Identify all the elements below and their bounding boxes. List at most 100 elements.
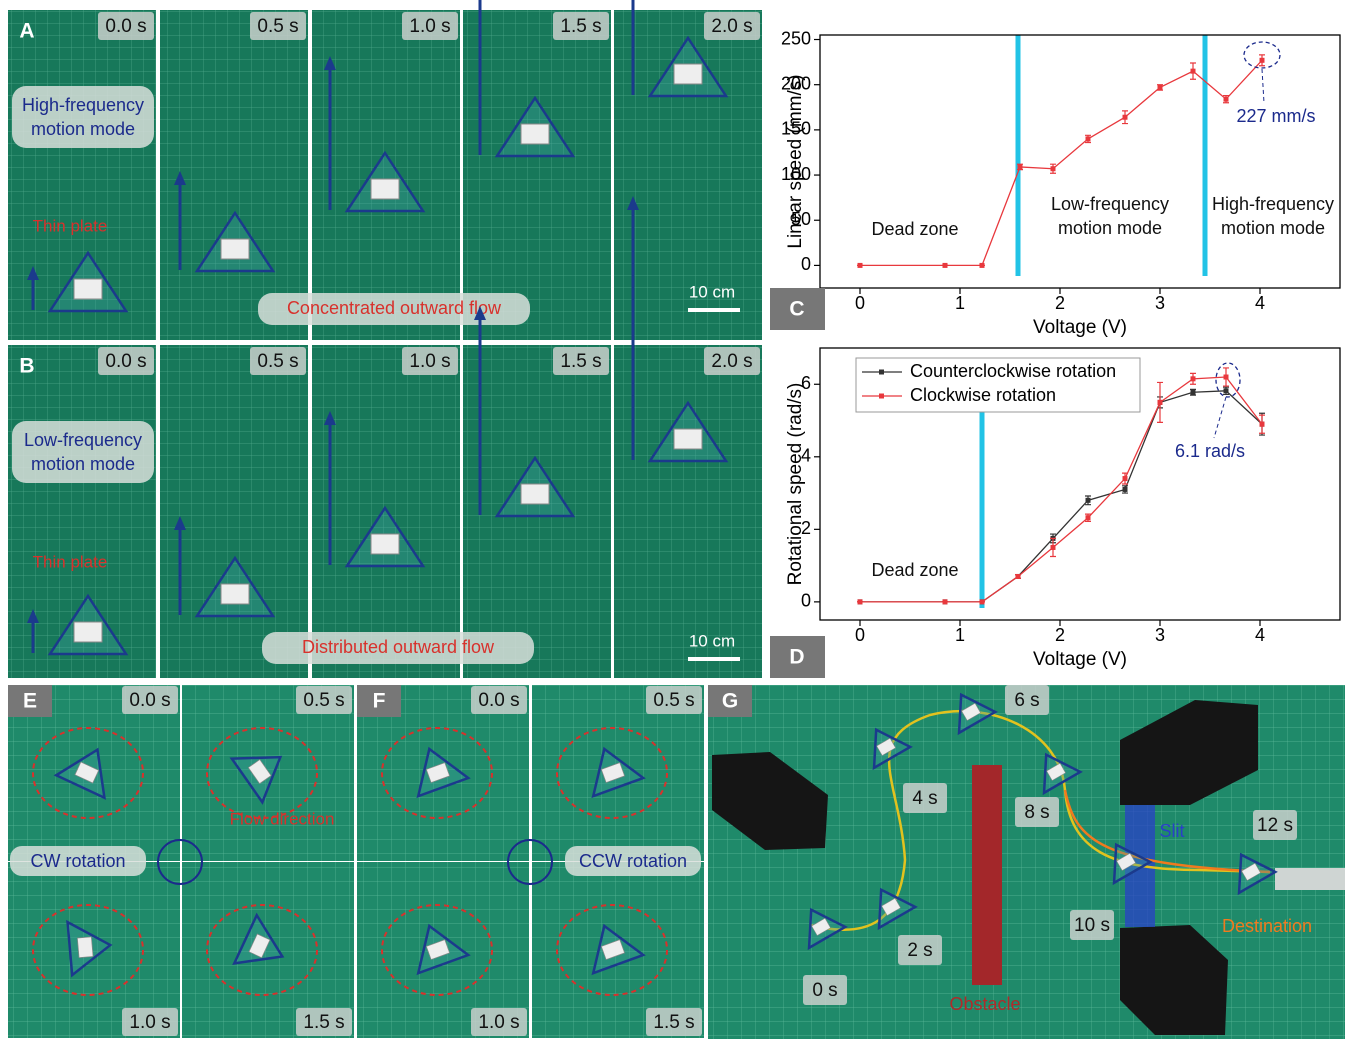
label: 1.0 s xyxy=(409,16,450,37)
x-tick-label: 0 xyxy=(855,293,865,313)
robot-body xyxy=(674,64,702,84)
label: CCW rotation xyxy=(579,851,687,871)
x-tick-label: 3 xyxy=(1155,625,1165,645)
label: 1.0 s xyxy=(409,351,450,372)
label: 10 cm xyxy=(689,282,735,301)
x-tick-label: 3 xyxy=(1155,293,1165,313)
pointer xyxy=(1214,397,1226,438)
point xyxy=(1016,574,1021,579)
x-tick-label: 0 xyxy=(855,625,865,645)
y-tick-label: 0 xyxy=(801,591,811,611)
point xyxy=(1158,400,1163,405)
x-tick-label: 2 xyxy=(1055,625,1065,645)
annotation: motion mode xyxy=(1058,218,1162,238)
label: 0.5 s xyxy=(257,351,298,372)
point xyxy=(1224,375,1229,380)
point xyxy=(943,263,948,268)
point xyxy=(1158,85,1163,90)
x-axis-label: Voltage (V) xyxy=(1033,317,1127,338)
label: 1.5 s xyxy=(560,351,601,372)
point xyxy=(1191,390,1196,395)
x-tick-label: 4 xyxy=(1255,293,1265,313)
label: 0.5 s xyxy=(303,690,344,711)
point xyxy=(1224,97,1229,102)
label: 0.0 s xyxy=(478,690,519,711)
annotation: Dead zone xyxy=(871,560,958,580)
point xyxy=(1123,487,1128,492)
photo-frame xyxy=(614,345,762,678)
label: Concentrated outward flow xyxy=(287,298,502,318)
robot-body xyxy=(74,279,102,299)
y-tick-label: 250 xyxy=(781,28,811,48)
label: Obstacle xyxy=(949,994,1020,1014)
robot-body xyxy=(77,937,93,958)
label: 1.0 s xyxy=(129,1012,170,1033)
point xyxy=(1086,136,1091,141)
robot-body xyxy=(74,622,102,642)
label: 8 s xyxy=(1024,802,1049,823)
label: 1.5 s xyxy=(560,16,601,37)
point xyxy=(943,599,948,604)
label: 1.0 s xyxy=(478,1012,519,1033)
point xyxy=(1191,69,1196,74)
annotation: Dead zone xyxy=(871,219,958,239)
point xyxy=(1224,388,1229,393)
x-tick-label: 1 xyxy=(955,625,965,645)
label: F xyxy=(373,690,386,713)
label: 2.0 s xyxy=(711,16,752,37)
point xyxy=(1018,164,1023,169)
legend-label: Counterclockwise rotation xyxy=(910,361,1116,381)
annotation: High-frequency xyxy=(1212,194,1334,214)
annotation: 227 mm/s xyxy=(1236,106,1315,126)
figure: 0.0 s 0.5 s 1.0 s 1.5 s 2.0 s A High-frequency… xyxy=(0,0,1348,1039)
robot-body xyxy=(674,429,702,449)
label: G xyxy=(722,690,738,713)
panel-letter: D xyxy=(789,646,804,669)
label: 0.5 s xyxy=(257,16,298,37)
robot-body xyxy=(221,239,249,259)
label: B xyxy=(19,355,34,378)
point xyxy=(1260,422,1265,427)
label: motion mode xyxy=(31,454,135,474)
point xyxy=(1191,376,1196,381)
label: 10 cm xyxy=(689,631,735,650)
y-axis-label: Rotational speed (rad/s) xyxy=(785,383,806,586)
label: motion mode xyxy=(31,119,135,139)
point xyxy=(1086,498,1091,503)
label: 10 s xyxy=(1074,915,1110,936)
legend-marker xyxy=(879,394,884,399)
annotation: Low-frequency xyxy=(1051,194,1169,214)
label: Low-frequency xyxy=(24,430,142,450)
point xyxy=(1051,166,1056,171)
label: CW rotation xyxy=(30,851,125,871)
label: 0.0 s xyxy=(105,16,146,37)
point xyxy=(980,599,985,604)
point xyxy=(1260,58,1265,63)
rail xyxy=(1275,868,1345,890)
label: 1.5 s xyxy=(303,1012,344,1033)
x-axis-label: Voltage (V) xyxy=(1033,649,1127,670)
x-tick-label: 4 xyxy=(1255,625,1265,645)
x-tick-label: 1 xyxy=(955,293,965,313)
annotation: 6.1 rad/s xyxy=(1175,441,1245,461)
label: E xyxy=(23,690,37,713)
label: High-frequency xyxy=(22,95,144,115)
label: 0.0 s xyxy=(129,690,170,711)
annotation: motion mode xyxy=(1221,218,1325,238)
label: A xyxy=(19,20,34,43)
panel-letter: C xyxy=(789,298,804,321)
point xyxy=(1086,515,1091,520)
label: 0.5 s xyxy=(653,690,694,711)
label: Slit xyxy=(1159,821,1184,841)
robot-body xyxy=(371,534,399,554)
label: 4 s xyxy=(912,788,937,809)
label: 12 s xyxy=(1257,815,1293,836)
label: 2.0 s xyxy=(711,351,752,372)
pointer xyxy=(1262,69,1264,103)
robot-body xyxy=(221,584,249,604)
label: Thin plate xyxy=(33,552,108,571)
label: 0.0 s xyxy=(105,351,146,372)
point xyxy=(858,263,863,268)
point xyxy=(1051,545,1056,550)
label: 2 s xyxy=(907,940,932,961)
